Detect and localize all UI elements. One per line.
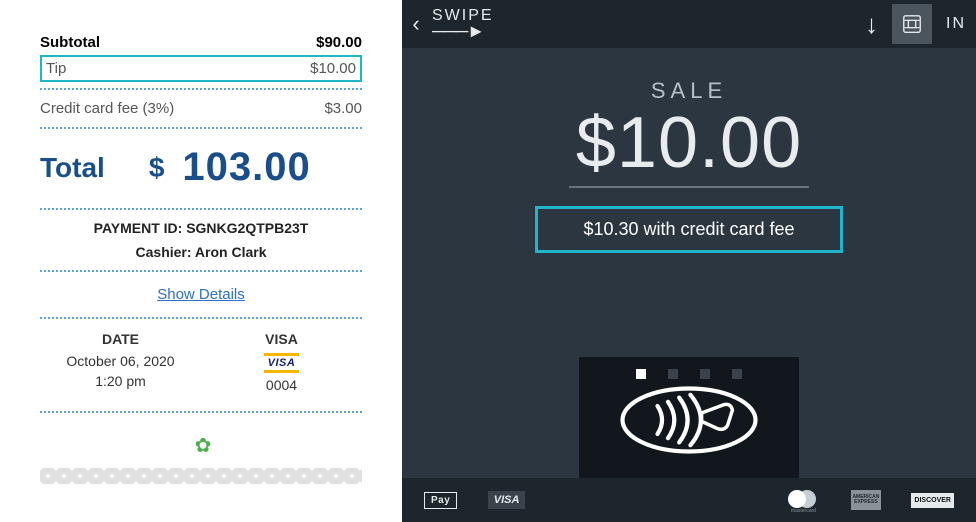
date-value: October 06, 2020 [40,351,201,371]
date-head: DATE [40,331,201,351]
receipt: Subtotal $90.00 Tip $10.00 Credit card f… [40,30,362,484]
tip-row: Tip $10.00 [40,55,362,82]
divider [40,127,362,129]
visa-icon: VISA [488,489,526,511]
contactless-icon [579,385,799,460]
divider [40,317,362,319]
dot-4 [732,369,742,379]
insert-label: IN [940,15,966,33]
chip-icon [901,13,923,35]
tip-label: Tip [46,60,66,77]
cc-fee-value: $3.00 [324,100,362,117]
apple-pay-icon: Pay [424,489,457,511]
payment-id: PAYMENT ID: SGNKG2QTPB23T [40,216,362,240]
time-value: 1:20 pm [40,371,201,391]
indicator-dots [579,369,799,385]
receipt-panel: Subtotal $90.00 Tip $10.00 Credit card f… [0,0,402,522]
contactless-panel[interactable] [579,357,799,478]
card-last4: 0004 [201,375,362,395]
pos-top-bar: ‹ SWIPE ───► ↓ IN [402,0,976,48]
card-head: VISA [201,331,362,351]
swipe-indicator: SWIPE ───► [432,8,494,40]
sale-amount: $10.00 [402,104,976,182]
tip-value: $10.00 [310,60,356,77]
payment-methods-bar: Pay VISA mastercard AMERICAN EXPRESS DIS… [402,478,976,522]
pos-terminal: ‹ SWIPE ───► ↓ IN SALE $10.00 $10.30 wit… [402,0,976,522]
sale-underline [569,186,809,188]
cashier: Cashier: Aron Clark [40,240,362,264]
discover-icon: DISCOVER [911,489,954,511]
fee-callout: $10.30 with credit card fee [535,206,843,253]
back-icon[interactable]: ‹ [408,0,424,48]
cc-fee-label: Credit card fee (3%) [40,100,174,117]
spacer [556,489,756,511]
arrow-down-icon: ↓ [859,9,884,40]
receipt-tear-edge [40,468,362,484]
arrow-right-icon: ───► [432,22,494,40]
dot-2 [668,369,678,379]
divider [40,270,362,272]
chip-insert-button[interactable] [892,4,932,44]
total-currency: $ [149,152,165,184]
visa-badge-icon: VISA [264,353,300,373]
dot-3 [700,369,710,379]
card-col: VISA VISA 0004 [201,325,362,405]
total-row: Total $ 103.00 [40,135,362,202]
total-label: Total [40,152,105,184]
amex-icon: AMERICAN EXPRESS [851,489,881,511]
clover-logo-icon: ✿ [40,419,362,464]
subtotal-label: Subtotal [40,34,100,51]
divider [40,88,362,90]
divider [40,411,362,413]
cc-fee-row: Credit card fee (3%) $3.00 [40,96,362,121]
total-amount: 103.00 [182,145,310,190]
date-card-row: DATE October 06, 2020 1:20 pm VISA VISA … [40,325,362,405]
sale-label: SALE [402,78,976,104]
sale-area: SALE $10.00 $10.30 with credit card fee [402,48,976,253]
divider [40,208,362,210]
date-col: DATE October 06, 2020 1:20 pm [40,325,201,405]
subtotal-value: $90.00 [316,34,362,51]
show-details-link[interactable]: Show Details [157,278,245,311]
subtotal-row: Subtotal $90.00 [40,30,362,55]
mastercard-icon: mastercard [786,489,820,511]
dot-1 [636,369,646,379]
